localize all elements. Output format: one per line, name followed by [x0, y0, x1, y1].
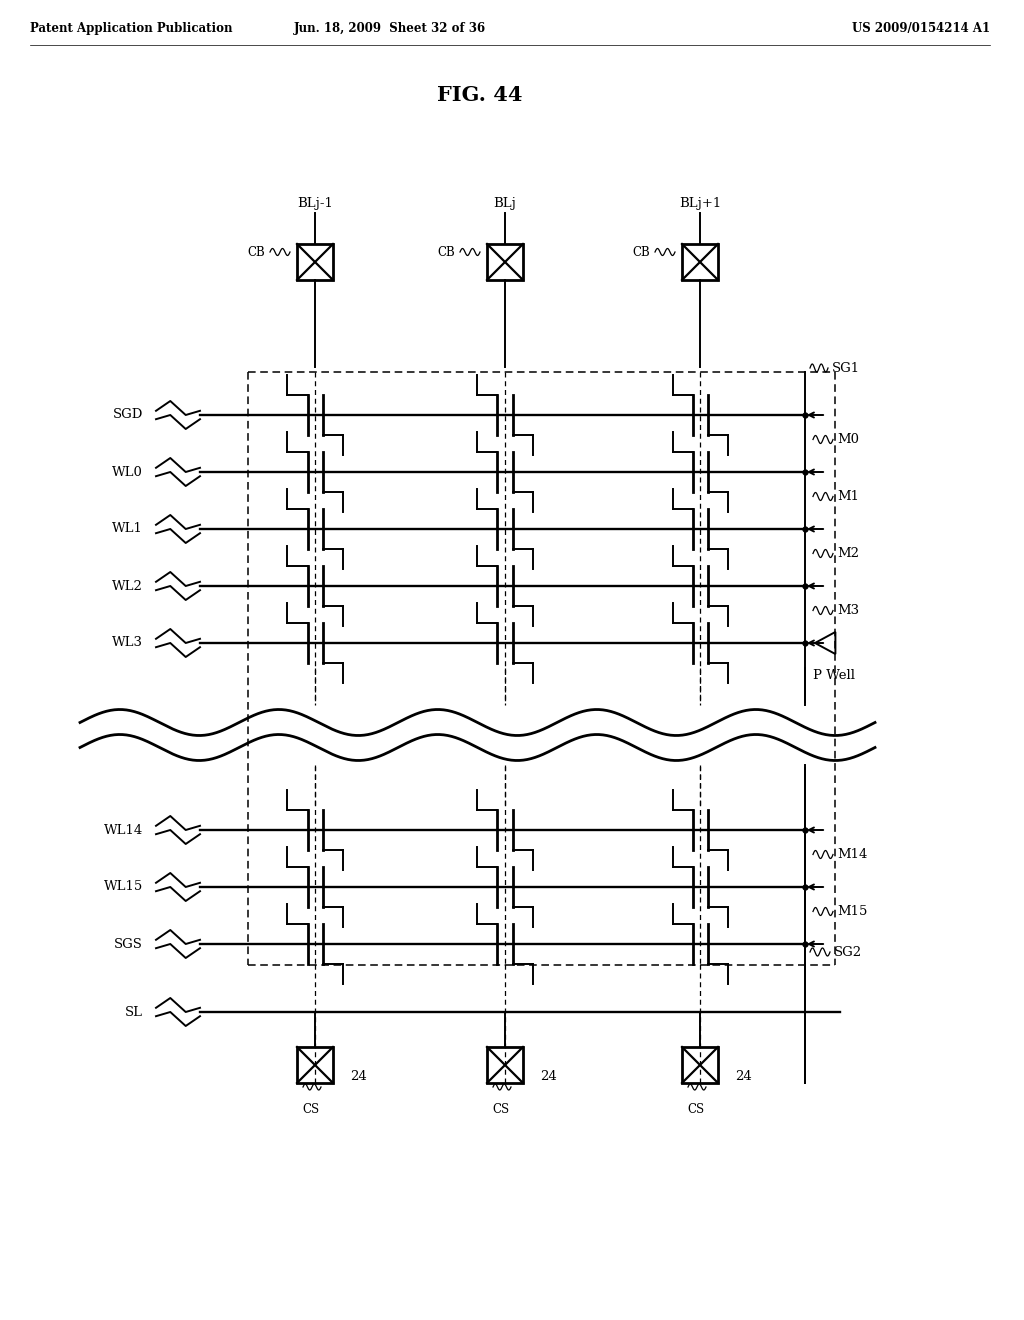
Text: WL2: WL2	[112, 579, 143, 593]
Text: CB: CB	[632, 246, 650, 259]
Text: 24: 24	[350, 1071, 367, 1084]
Text: SGS: SGS	[114, 937, 143, 950]
Text: M2: M2	[837, 546, 859, 560]
Text: SGD: SGD	[113, 408, 143, 421]
Text: 24: 24	[735, 1071, 752, 1084]
Text: CS: CS	[493, 1104, 510, 1115]
Text: M3: M3	[837, 605, 859, 616]
Text: US 2009/0154214 A1: US 2009/0154214 A1	[852, 22, 990, 36]
Text: CB: CB	[437, 246, 455, 259]
Text: FIG. 44: FIG. 44	[437, 84, 522, 106]
Text: SG1: SG1	[833, 362, 860, 375]
Text: M0: M0	[837, 433, 859, 446]
Text: WL1: WL1	[112, 523, 143, 536]
Text: CS: CS	[302, 1104, 319, 1115]
Text: BLj+1: BLj+1	[679, 197, 721, 210]
Text: WL15: WL15	[103, 880, 143, 894]
Text: M14: M14	[837, 847, 867, 861]
Bar	[297, 1047, 333, 1082]
Text: BLj: BLj	[494, 197, 516, 210]
Text: WL14: WL14	[103, 824, 143, 837]
Text: M15: M15	[837, 906, 867, 917]
Bar	[682, 1047, 718, 1082]
Text: Jun. 18, 2009  Sheet 32 of 36: Jun. 18, 2009 Sheet 32 of 36	[294, 22, 486, 36]
Bar	[487, 244, 523, 280]
Text: WL0: WL0	[112, 466, 143, 479]
Bar	[297, 244, 333, 280]
Text: Patent Application Publication: Patent Application Publication	[30, 22, 232, 36]
Text: CB: CB	[247, 246, 265, 259]
Text: M1: M1	[837, 490, 859, 503]
Text: BLj-1: BLj-1	[297, 197, 333, 210]
Bar	[487, 1047, 523, 1082]
Text: SG2: SG2	[834, 945, 862, 958]
Text: WL3: WL3	[112, 636, 143, 649]
Bar	[682, 244, 718, 280]
Text: P Well: P Well	[813, 668, 855, 681]
Text: 24: 24	[540, 1071, 557, 1084]
Text: SL: SL	[125, 1006, 143, 1019]
Text: CS: CS	[687, 1104, 705, 1115]
